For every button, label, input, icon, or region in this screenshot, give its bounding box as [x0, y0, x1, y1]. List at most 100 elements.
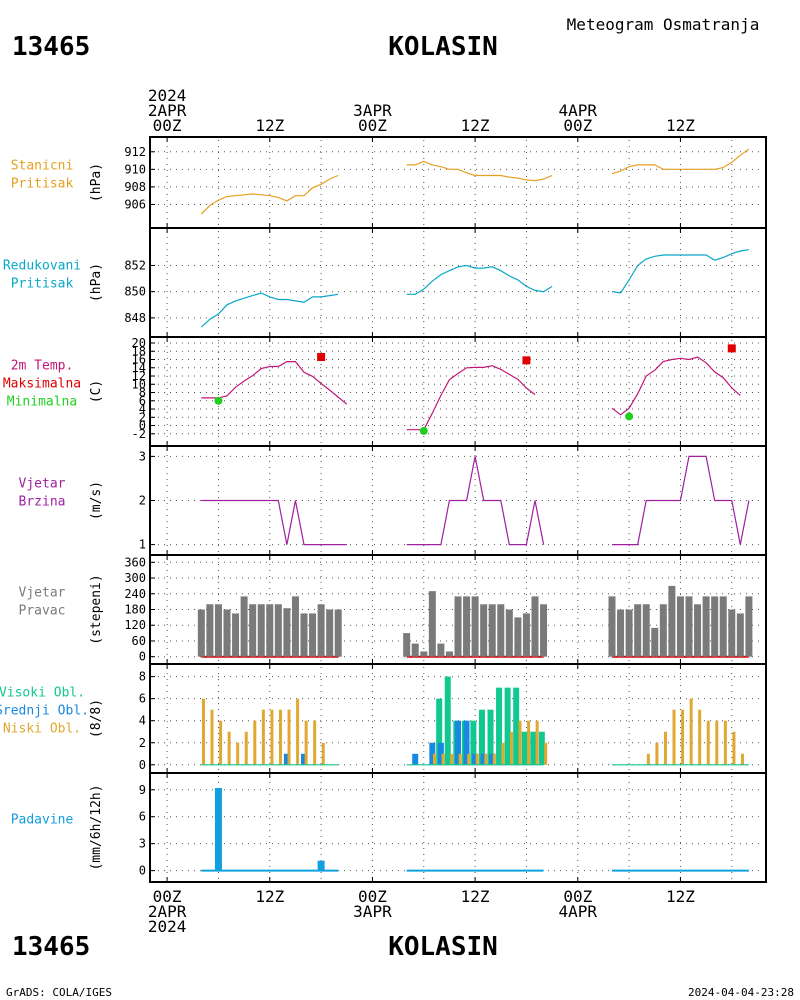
panel-frame — [149, 227, 767, 338]
bar-low_cloud — [450, 753, 454, 765]
bar-low_cloud — [663, 731, 667, 765]
panel-station-pressure: 906 908 910 912 (hPa) Stanicni Pritisak — [11, 136, 767, 229]
y-tick-label: 60 — [132, 634, 146, 648]
panel-label: Pritisak — [11, 177, 74, 192]
panel-wind-speed: 1 2 3 (m/s) Vjetar Brzina — [19, 445, 767, 556]
y-tick-label: -2 — [132, 427, 146, 441]
bar — [659, 604, 667, 657]
panel-label: Stanicni — [11, 159, 74, 174]
bar — [642, 604, 650, 657]
y-tick-label: 912 — [124, 145, 146, 159]
bar — [300, 613, 308, 657]
x-tick-label-top: 12Z — [666, 116, 695, 135]
bar — [676, 596, 684, 657]
bar — [283, 608, 291, 657]
panel-label: Padavine — [11, 813, 74, 828]
bar — [317, 604, 325, 657]
bar — [411, 643, 419, 657]
y-tick-label: 0 — [139, 864, 146, 878]
y-tick-label: 16 — [132, 353, 146, 367]
series-line — [611, 148, 750, 175]
bar-low_cloud — [527, 720, 531, 765]
bar-low_cloud — [253, 720, 257, 765]
bar — [531, 596, 539, 657]
y-tick-label: 9 — [139, 783, 146, 797]
bar — [214, 787, 222, 871]
x-tick-label-top: 00Z — [563, 116, 592, 135]
series-line — [406, 160, 553, 182]
bar — [309, 613, 317, 657]
station-id-bottom: 13465 — [12, 932, 90, 962]
bar — [206, 604, 214, 657]
series-line — [611, 249, 749, 294]
bar — [736, 613, 744, 657]
x-tick-label-bottom: 2024 — [148, 917, 187, 936]
bar-high_cloud — [436, 698, 443, 765]
bar — [326, 609, 334, 657]
x-tick-label-top: 3APR — [353, 101, 392, 120]
bar-low_cloud — [723, 720, 727, 765]
bar-high_cloud — [478, 709, 485, 765]
bar — [497, 604, 505, 657]
x-tick-label-bottom: 4APR — [559, 902, 598, 921]
bar — [445, 651, 453, 657]
bar-mid_cloud — [472, 753, 479, 765]
bar — [197, 609, 205, 657]
bar-high_cloud — [513, 687, 520, 765]
bar-low_cloud — [432, 753, 436, 765]
y-tick-label: 2 — [139, 736, 146, 750]
bar — [428, 591, 436, 657]
bar-mid_cloud — [455, 720, 461, 765]
bar — [403, 633, 411, 657]
bar-low_cloud — [467, 753, 471, 765]
bar — [223, 609, 231, 657]
bar-high_cloud — [444, 676, 451, 765]
x-tick-label-bottom: 00Z — [358, 887, 387, 906]
bar — [728, 609, 736, 657]
bar-low_cloud — [458, 753, 462, 765]
y-axis-label: (8/8) — [89, 699, 104, 738]
y-tick-label: 8 — [139, 670, 146, 684]
bar — [334, 609, 342, 657]
panel-label: 2m Temp. — [11, 359, 74, 374]
panel-label: Minimalna — [7, 395, 77, 410]
bar — [454, 596, 462, 657]
bar-high_cloud — [504, 687, 511, 765]
panel-frame — [149, 136, 767, 229]
y-tick-label: 18 — [132, 344, 146, 358]
y-tick-label: 908 — [124, 180, 146, 194]
panel-label: Pritisak — [11, 277, 74, 292]
y-tick-label: 120 — [124, 618, 146, 632]
x-tick-label-bottom: 12Z — [666, 887, 695, 906]
y-tick-label: 2 — [139, 410, 146, 424]
y-tick-label: 360 — [124, 555, 146, 569]
y-tick-label: 20 — [132, 336, 146, 350]
bar-high_cloud — [470, 720, 477, 765]
station-name-top: KOLASIN — [388, 32, 498, 62]
bar-low_cloud — [706, 720, 710, 765]
timestamp-text: 2024-04-04-23:28 — [688, 986, 794, 999]
bar-mid_cloud — [301, 753, 307, 765]
y-axis-label: (m/s) — [89, 481, 104, 520]
y-tick-label: 3 — [139, 449, 146, 463]
bar — [505, 609, 513, 657]
y-tick-label: 4 — [139, 402, 146, 416]
bar-low_cloud — [244, 731, 248, 765]
y-tick-label: 1 — [139, 538, 146, 552]
y-tick-label: 300 — [124, 571, 146, 585]
station-name-bottom: KOLASIN — [388, 932, 498, 962]
panel-label: Pravac — [19, 604, 66, 619]
bar-low_cloud — [646, 753, 650, 765]
y-tick-label: 910 — [124, 162, 146, 176]
bar — [232, 613, 240, 657]
series-line — [201, 361, 348, 405]
bar-low_cloud — [278, 709, 282, 765]
bar-mid_cloud — [463, 720, 470, 765]
bar-mid_cloud — [412, 753, 419, 765]
bar-low_cloud — [201, 698, 205, 765]
bar — [634, 604, 642, 657]
series-line — [406, 365, 536, 431]
bar — [617, 609, 625, 657]
y-tick-label: 6 — [139, 394, 146, 408]
bar-low_cloud — [219, 720, 223, 765]
